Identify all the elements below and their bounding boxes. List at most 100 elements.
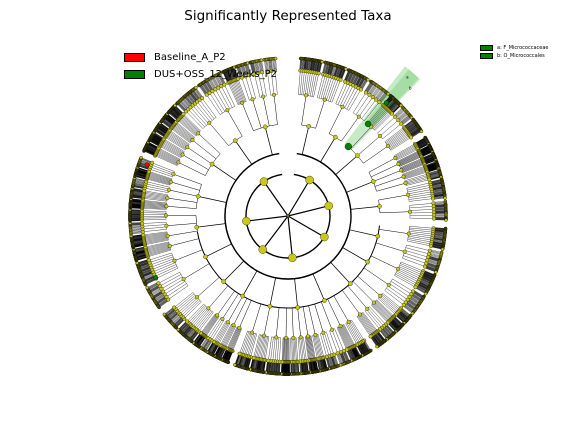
- edge-line: [304, 59, 307, 71]
- edge-line: [407, 239, 432, 245]
- edge-line: [276, 337, 280, 362]
- edge-line: [142, 219, 167, 221]
- tree-node: [399, 168, 404, 173]
- edge-line: [406, 124, 417, 132]
- edge-line: [325, 63, 330, 76]
- edge-line: [375, 332, 383, 343]
- edge-line: [412, 291, 424, 299]
- edge-line: [339, 352, 345, 364]
- edge-line: [419, 146, 430, 152]
- edge-line: [338, 67, 343, 80]
- edge-line: [416, 285, 427, 292]
- edge-line: [196, 223, 226, 228]
- edge-line: [408, 232, 433, 237]
- edge-line: [317, 61, 320, 74]
- edge-line: [380, 93, 389, 104]
- edge-line: [303, 58, 306, 71]
- edge-line: [392, 278, 414, 292]
- edge-arc: [245, 173, 331, 259]
- edge-line: [432, 234, 445, 237]
- edge-line: [407, 299, 418, 307]
- edge-line: [301, 126, 310, 155]
- edge-line: [307, 59, 310, 72]
- edge-line: [425, 263, 438, 268]
- edge-line: [340, 352, 346, 364]
- edge-line: [310, 59, 313, 72]
- edge-line: [418, 144, 429, 150]
- edge-line: [356, 76, 363, 88]
- edge-line: [343, 350, 349, 362]
- edge-line: [389, 102, 399, 112]
- edge-line: [309, 59, 312, 72]
- edge-line: [253, 334, 260, 358]
- edge-line: [358, 77, 365, 89]
- edge-line: [360, 78, 367, 90]
- edge-line: [227, 110, 243, 137]
- edge-line: [358, 77, 365, 89]
- edge-line: [313, 60, 316, 73]
- edge-line: [425, 266, 437, 271]
- edge-line: [327, 63, 331, 76]
- edge-line: [423, 157, 435, 163]
- edge-line: [433, 202, 446, 204]
- edge-line: [306, 336, 311, 361]
- edge-line: [357, 344, 364, 356]
- edge-line: [409, 127, 420, 135]
- edge-line: [347, 349, 353, 361]
- edge-line: [401, 116, 411, 124]
- edge-line: [432, 193, 445, 196]
- edge-line: [328, 78, 337, 101]
- edge-line: [422, 153, 434, 159]
- edge-line: [423, 157, 435, 163]
- edge-line: [358, 77, 366, 89]
- tree-node: [355, 153, 360, 158]
- edge-line: [419, 147, 431, 154]
- edge-line: [340, 68, 346, 80]
- edge-line: [405, 247, 430, 255]
- edge-line: [143, 234, 168, 239]
- edge-line: [405, 177, 430, 185]
- edge-line: [378, 92, 387, 102]
- edge-line: [374, 301, 393, 319]
- edge-line: [405, 302, 416, 310]
- edge-line: [381, 328, 390, 338]
- edge-line: [430, 181, 443, 185]
- edge-line: [131, 232, 143, 235]
- edge-line: [320, 301, 333, 330]
- edge-line: [371, 304, 388, 323]
- edge-line: [399, 114, 410, 123]
- edge-line: [395, 314, 405, 324]
- edge-line: [382, 326, 391, 337]
- edge-line: [352, 281, 375, 303]
- edge-line: [418, 281, 430, 287]
- edge-line: [302, 306, 309, 337]
- edge-line: [202, 315, 218, 335]
- edge-line: [409, 128, 420, 136]
- edge-line: [382, 327, 391, 337]
- edge-line: [426, 262, 438, 267]
- edge-line: [344, 70, 350, 82]
- edge-line: [415, 285, 427, 293]
- edge-line: [431, 187, 444, 190]
- edge-line: [397, 150, 419, 162]
- edge-line: [424, 267, 436, 272]
- edge-line: [433, 229, 446, 231]
- edge-line: [287, 205, 329, 217]
- edge-line: [428, 171, 440, 176]
- edge-line: [161, 276, 183, 289]
- edge-line: [400, 308, 410, 317]
- edge-line: [407, 125, 418, 133]
- edge-line: [257, 335, 263, 359]
- edge-line: [400, 309, 410, 318]
- edge-line: [311, 60, 314, 72]
- edge-line: [384, 127, 405, 142]
- edge-line: [417, 283, 428, 290]
- edge-line: [339, 68, 345, 80]
- edge-line: [394, 275, 416, 288]
- edge-line: [366, 309, 383, 328]
- edge-line: [319, 61, 323, 74]
- edge-line: [433, 232, 445, 235]
- edge-line: [306, 59, 308, 72]
- edge-line: [388, 133, 409, 148]
- edge-line: [239, 331, 248, 354]
